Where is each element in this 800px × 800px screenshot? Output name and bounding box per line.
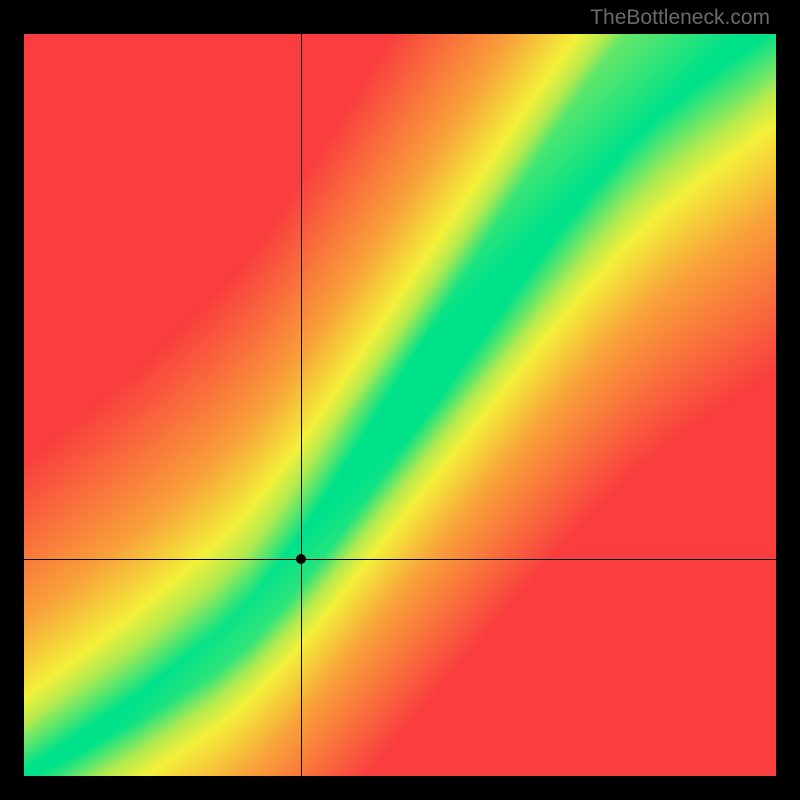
crosshair-horizontal xyxy=(24,559,776,560)
heatmap-canvas xyxy=(24,34,776,776)
data-point-marker xyxy=(296,554,306,564)
crosshair-vertical xyxy=(301,34,302,776)
heatmap-plot xyxy=(24,34,776,776)
watermark-text: TheBottleneck.com xyxy=(590,6,770,30)
